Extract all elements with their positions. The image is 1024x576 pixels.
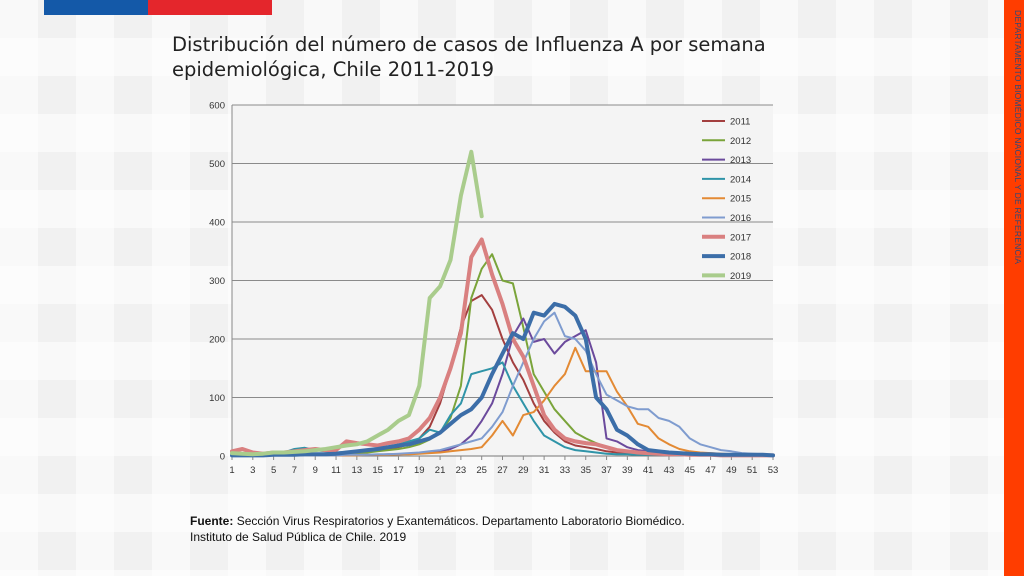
y-tick-label: 500 (209, 159, 225, 170)
legend-label-2015: 2015 (730, 194, 751, 205)
y-tick-label: 100 (209, 393, 225, 404)
source-text: Sección Virus Respiratorios y Exantemáti… (236, 514, 685, 528)
legend-label-2012: 2012 (730, 136, 751, 147)
y-tick-label: 200 (209, 335, 225, 346)
x-tick-label: 39 (622, 465, 633, 476)
page-title: Distribución del número de casos de Infl… (172, 33, 766, 81)
x-tick-label: 37 (601, 465, 612, 476)
department-label: DEPARTAMENTO BIOMÉDICO NACIONAL Y DE REF… (1013, 10, 1023, 265)
x-tick-label: 9 (313, 465, 318, 476)
legend-label-2017: 2017 (730, 232, 751, 243)
accent-strip (1004, 0, 1024, 576)
x-tick-label: 1 (229, 465, 234, 476)
flag-blue-bar (44, 0, 148, 15)
y-tick-label: 400 (209, 218, 225, 229)
x-tick-label: 17 (393, 465, 404, 476)
x-tick-label: 53 (768, 465, 779, 476)
x-tick-label: 49 (726, 465, 737, 476)
x-tick-label: 31 (539, 465, 550, 476)
x-tick-label: 21 (435, 465, 446, 476)
x-tick-label: 11 (331, 465, 341, 476)
x-tick-label: 15 (372, 465, 383, 476)
legend-label-2019: 2019 (730, 271, 751, 282)
x-tick-label: 25 (476, 465, 487, 476)
flag-red-bar (148, 0, 272, 15)
legend-label-2018: 2018 (730, 252, 751, 263)
x-tick-label: 33 (560, 465, 571, 476)
x-tick-label: 35 (580, 465, 591, 476)
legend-label-2013: 2013 (730, 155, 751, 166)
source-note: Fuente: Sección Virus Respiratorios y Ex… (190, 513, 830, 545)
series-line-2018 (230, 301, 775, 458)
x-tick-label: 13 (352, 465, 363, 476)
x-tick-label: 5 (271, 465, 276, 476)
x-tick-label: 41 (643, 465, 654, 476)
x-tick-label: 51 (747, 465, 758, 476)
source-text-2: Instituto de Salud Pública de Chile. 201… (190, 530, 407, 544)
legend-label-2014: 2014 (730, 174, 751, 185)
x-tick-label: 23 (456, 465, 467, 476)
y-tick-label: 600 (209, 101, 225, 112)
x-tick-label: 3 (250, 465, 255, 476)
legend-label-2011: 2011 (730, 117, 750, 128)
x-tick-label: 27 (497, 465, 508, 476)
source-label: Fuente: (190, 514, 234, 528)
x-tick-label: 7 (292, 465, 297, 476)
series-line-2019 (230, 149, 484, 457)
x-tick-label: 43 (664, 465, 675, 476)
x-tick-label: 19 (414, 465, 425, 476)
legend-label-2016: 2016 (730, 213, 751, 224)
x-tick-label: 47 (705, 465, 716, 476)
x-tick-label: 45 (684, 465, 695, 476)
y-tick-label: 0 (220, 452, 225, 463)
y-tick-label: 300 (209, 276, 225, 287)
x-tick-label: 29 (518, 465, 529, 476)
